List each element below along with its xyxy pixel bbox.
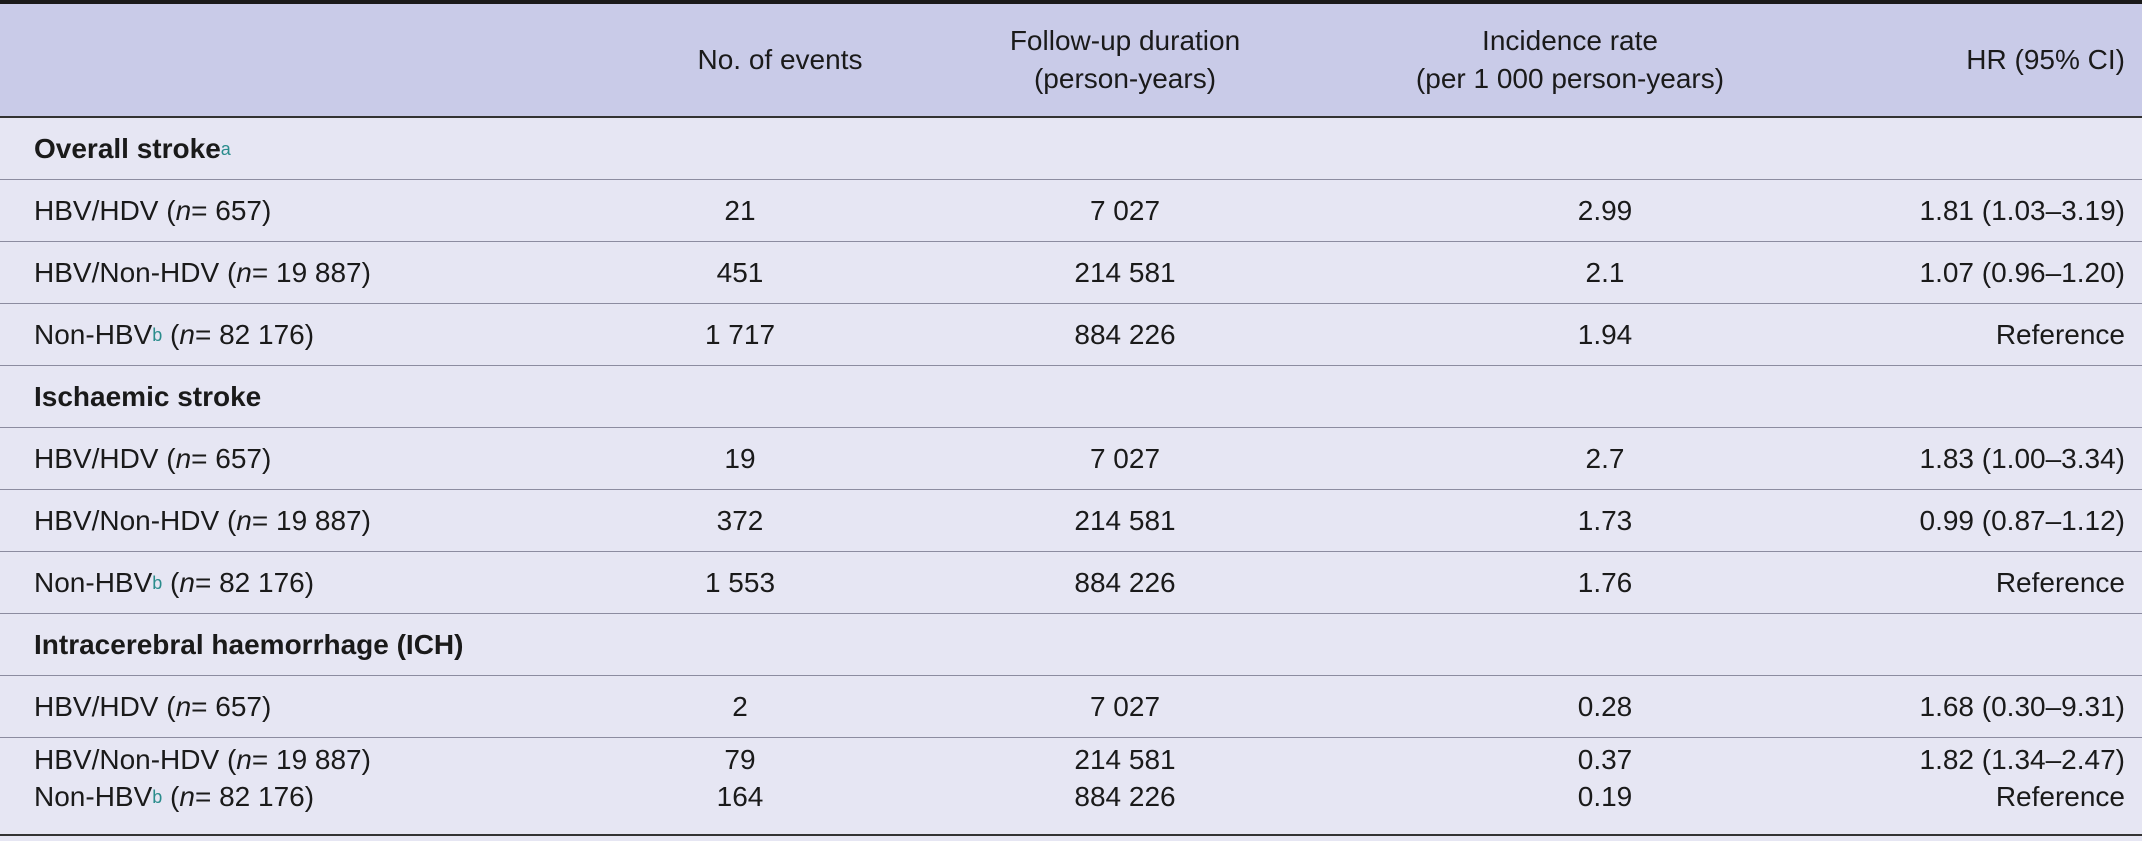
hr-value: 1.68 (0.30–9.31) bbox=[1919, 690, 2126, 722]
header-events: No. of events bbox=[697, 44, 863, 75]
incidence-value: 1.94 bbox=[1577, 318, 1633, 350]
hr-value: Reference bbox=[1995, 781, 2125, 812]
events-value: 1 717 bbox=[704, 318, 776, 350]
follow-up-value: 214 581 bbox=[1074, 744, 1176, 775]
follow-up-value: 214 581 bbox=[1074, 256, 1176, 288]
hr-value: 1.81 (1.03–3.19) bbox=[1919, 194, 2126, 226]
events-value: 79 bbox=[724, 744, 756, 775]
group-label: HBV/HDV (n = 657) bbox=[34, 194, 272, 226]
events-value: 451 bbox=[716, 256, 764, 288]
hr-value: 0.99 (0.87–1.12) bbox=[1919, 504, 2126, 536]
hr-value: 1.82 (1.34–2.47) bbox=[1919, 744, 2126, 775]
group-label: Non-HBV b (n = 82 176) bbox=[34, 566, 315, 598]
table-row: HBV/HDV (n = 657) 19 7 027 2.7 1.83 (1.0… bbox=[0, 428, 2142, 490]
group-label: HBV/Non-HDV (n = 19 887) bbox=[34, 504, 371, 536]
follow-up-value: 884 226 bbox=[1074, 566, 1176, 598]
section-row: Ischaemic stroke bbox=[0, 366, 2142, 428]
incidence-value: 1.76 bbox=[1577, 566, 1633, 598]
incidence-value: 0.19 bbox=[1577, 781, 1633, 812]
follow-up-value: 7 027 bbox=[1089, 194, 1161, 226]
follow-up-value: 7 027 bbox=[1089, 442, 1161, 474]
table-row-pair: HBV/Non-HDV (n = 19 887) 79 214 581 0.37… bbox=[0, 738, 2142, 836]
header-follow-up: Follow-up duration (person-years) bbox=[1009, 25, 1241, 94]
table-header: No. of events Follow-up duration (person… bbox=[0, 4, 2142, 118]
table-row: Non-HBV b (n = 82 176) 1 717 884 226 1.94… bbox=[0, 304, 2142, 366]
incidence-value: 2.7 bbox=[1585, 442, 1625, 474]
table-row: HBV/Non-HDV (n = 19 887) 372 214 581 1.7… bbox=[0, 490, 2142, 552]
section-title: Intracerebral haemorrhage (ICH) bbox=[34, 628, 464, 660]
hr-value: 1.83 (1.00–3.34) bbox=[1919, 442, 2126, 474]
incidence-value: 0.37 bbox=[1577, 744, 1633, 775]
events-value: 164 bbox=[716, 781, 764, 812]
table-row: HBV/HDV (n = 657) 2 7 027 0.28 1.68 (0.3… bbox=[0, 676, 2142, 738]
table-row: Non-HBV b (n = 82 176) 1 553 884 226 1.76… bbox=[0, 552, 2142, 614]
section-row: Intracerebral haemorrhage (ICH) bbox=[0, 614, 2142, 676]
group-label: HBV/Non-HDV (n = 19 887) bbox=[34, 744, 371, 775]
events-value: 372 bbox=[716, 504, 764, 536]
table-row: HBV/HDV (n = 657) 21 7 027 2.99 1.81 (1.… bbox=[0, 180, 2142, 242]
section-title: Overall stroke a bbox=[34, 132, 231, 164]
incidence-value: 2.99 bbox=[1577, 194, 1633, 226]
group-label: Non-HBV b (n = 82 176) bbox=[34, 781, 315, 812]
incidence-value: 0.28 bbox=[1577, 690, 1633, 722]
incidence-value: 1.73 bbox=[1577, 504, 1633, 536]
incidence-value: 2.1 bbox=[1585, 256, 1625, 288]
section-title: Ischaemic stroke bbox=[34, 380, 262, 412]
follow-up-value: 7 027 bbox=[1089, 690, 1161, 722]
follow-up-value: 884 226 bbox=[1074, 781, 1176, 812]
table-row: HBV/Non-HDV (n = 19 887) 451 214 581 2.1… bbox=[0, 242, 2142, 304]
hr-value: Reference bbox=[1995, 566, 2125, 598]
group-label: HBV/HDV (n = 657) bbox=[34, 442, 272, 474]
events-value: 21 bbox=[724, 194, 756, 226]
header-incidence-rate: Incidence rate (per 1 000 person-years) bbox=[1415, 25, 1725, 94]
hr-value: 1.07 (0.96–1.20) bbox=[1919, 256, 2126, 288]
header-hazard-ratio: HR (95% CI) bbox=[1966, 44, 2125, 75]
follow-up-value: 884 226 bbox=[1074, 318, 1176, 350]
follow-up-value: 214 581 bbox=[1074, 504, 1176, 536]
top-rule bbox=[0, 0, 2142, 4]
section-row: Overall stroke a bbox=[0, 118, 2142, 180]
group-label: HBV/Non-HDV (n = 19 887) bbox=[34, 256, 371, 288]
events-value: 1 553 bbox=[704, 566, 776, 598]
group-label: Non-HBV b (n = 82 176) bbox=[34, 318, 315, 350]
group-label: HBV/HDV (n = 657) bbox=[34, 690, 272, 722]
hr-value: Reference bbox=[1995, 318, 2125, 350]
events-value: 2 bbox=[732, 690, 748, 722]
events-value: 19 bbox=[724, 442, 756, 474]
